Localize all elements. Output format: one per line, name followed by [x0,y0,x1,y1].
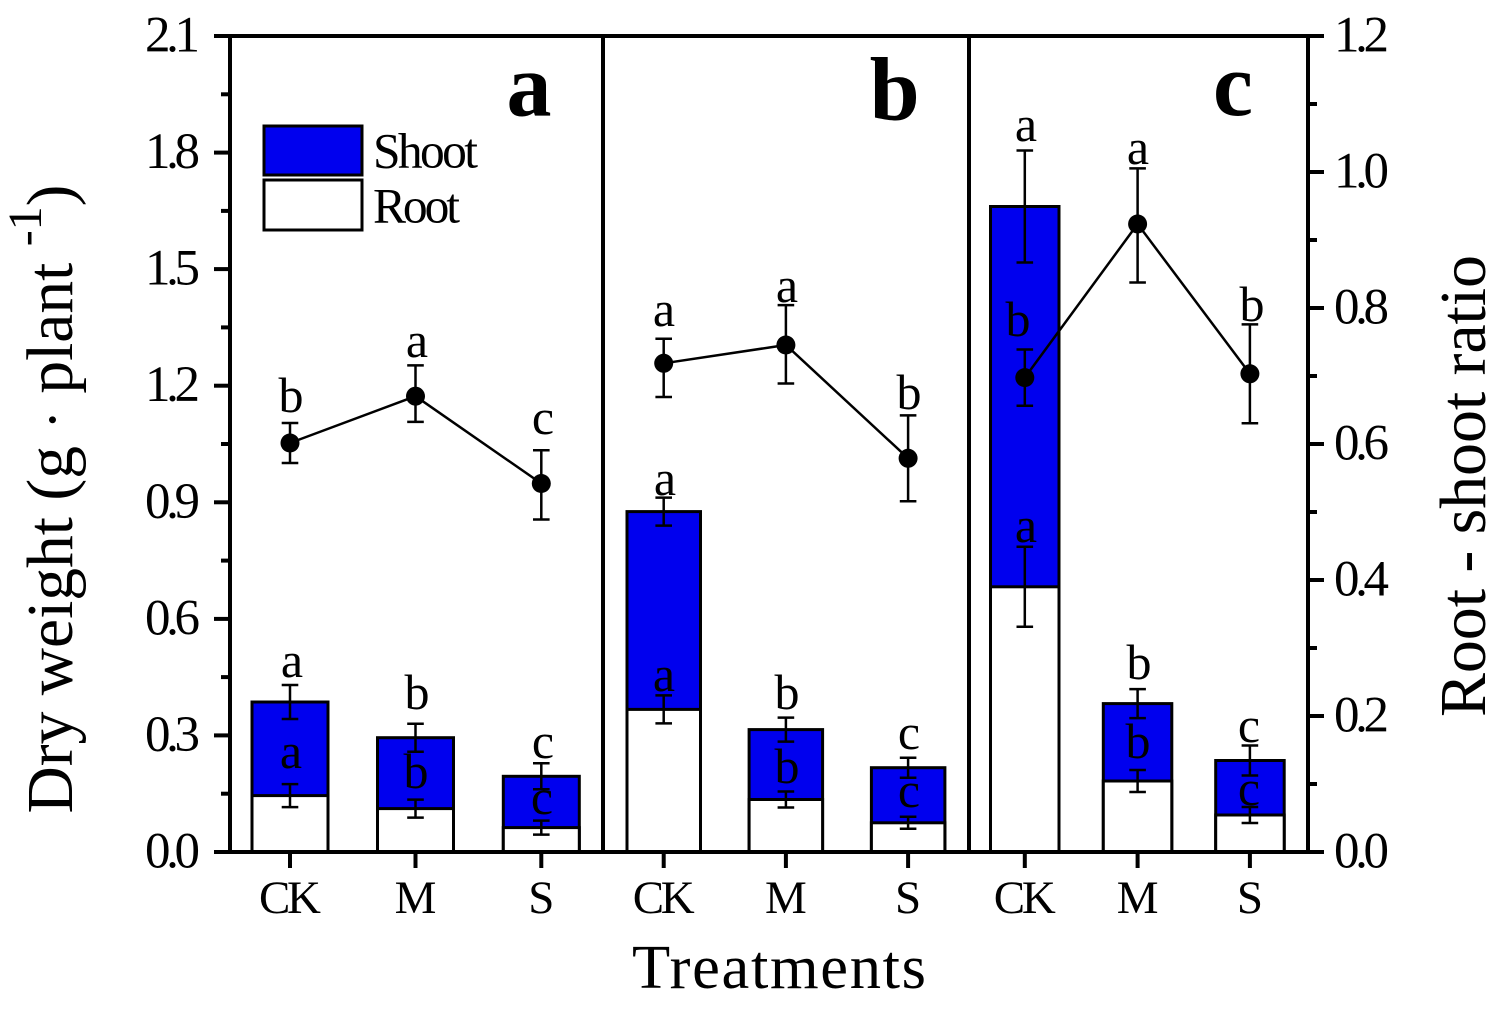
svg-text:1.2: 1.2 [145,357,200,413]
svg-text:S: S [895,872,921,924]
svg-text:c: c [1238,697,1260,753]
svg-text:b: b [1126,713,1151,769]
svg-text:a: a [281,632,303,688]
svg-text:1.2: 1.2 [1334,8,1389,64]
svg-text:b: b [775,664,800,720]
svg-text:0.9: 0.9 [145,474,200,530]
svg-text:0.3: 0.3 [145,707,200,763]
svg-text:c: c [898,762,920,818]
svg-text:a: a [1015,96,1037,152]
svg-text:Root - shoot ratio: Root - shoot ratio [1427,255,1500,717]
svg-text:S: S [1237,872,1263,924]
svg-text:0.0: 0.0 [145,824,200,880]
svg-text:c: c [532,713,554,769]
svg-text:a: a [1127,119,1149,175]
svg-text:0.8: 0.8 [1334,280,1389,336]
svg-text:a: a [280,723,302,779]
svg-text:b: b [405,664,430,720]
svg-text:b: b [870,41,920,140]
svg-text:S: S [528,872,554,924]
svg-text:Treatments: Treatments [632,932,926,1002]
svg-text:c: c [898,704,920,760]
svg-text:0.4: 0.4 [1334,552,1389,608]
svg-text:CK: CK [259,872,321,924]
svg-text:CK: CK [994,872,1056,924]
svg-text:c: c [532,389,554,445]
svg-text:Root: Root [373,179,460,234]
svg-text:a: a [1015,497,1037,553]
svg-text:a: a [406,312,428,368]
svg-text:1.0: 1.0 [1334,144,1389,200]
svg-text:b: b [279,367,304,423]
svg-text:a: a [654,450,676,506]
svg-text:a: a [653,281,675,337]
svg-text:0.6: 0.6 [1334,416,1389,472]
svg-text:2.1: 2.1 [145,8,200,64]
svg-text:b: b [1240,276,1265,332]
svg-text:CK: CK [633,872,695,924]
svg-text:c: c [1238,760,1260,816]
svg-text:0.2: 0.2 [1334,688,1389,744]
svg-text:c: c [531,769,553,825]
svg-text:Dry weight (g · plant -1): Dry weight (g · plant -1) [0,185,87,814]
svg-text:M: M [765,872,807,924]
svg-text:b: b [1127,634,1152,690]
svg-text:a: a [776,257,798,313]
svg-text:0.0: 0.0 [1334,824,1389,880]
svg-text:M: M [395,872,437,924]
svg-text:1.8: 1.8 [145,124,200,180]
svg-text:M: M [1117,872,1159,924]
svg-text:1.5: 1.5 [145,241,200,297]
svg-text:a: a [653,646,675,702]
svg-text:a: a [507,37,552,136]
svg-text:Shoot: Shoot [373,124,478,179]
svg-text:0.6: 0.6 [145,590,200,646]
svg-text:b: b [775,738,800,794]
svg-text:b: b [404,743,429,799]
svg-text:c: c [1213,36,1253,135]
svg-text:b: b [1006,291,1031,347]
svg-text:b: b [897,364,922,420]
